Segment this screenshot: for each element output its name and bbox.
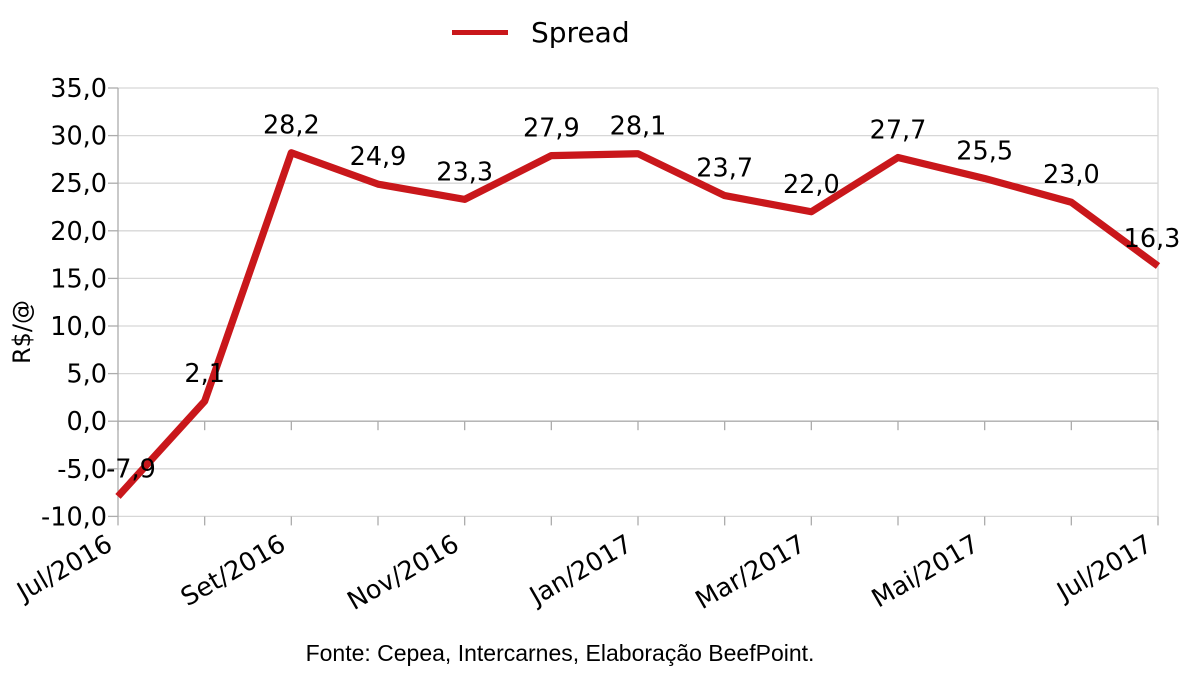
legend: Spread [452, 14, 630, 50]
data-label: 25,5 [956, 136, 1013, 166]
x-tick-label: Jan/2017 [523, 529, 637, 612]
x-tick-label: Nov/2016 [342, 529, 464, 617]
y-tick-label: 25,0 [50, 169, 107, 199]
data-label: 28,1 [610, 112, 667, 142]
data-label: 23,0 [1043, 160, 1100, 190]
data-label: 22,0 [783, 170, 840, 200]
x-axis-tick-labels: Jul/2016 Set/2016 Nov/2016 Jan/2017 Mar/2017… [10, 529, 1157, 617]
y-axis-tick-labels: 35,0 30,0 25,0 20,0 15,0 10,0 5,0 0,0 -5,0 -10,0 [41, 74, 107, 532]
x-tick-label: Set/2016 [176, 529, 291, 613]
y-tick-label: 5,0 [66, 360, 107, 390]
data-label: 16,3 [1124, 224, 1181, 254]
y-tick-label: 30,0 [50, 122, 107, 152]
legend-label: Spread [531, 15, 630, 49]
legend-line-swatch [452, 29, 508, 35]
y-tick-label: 15,0 [50, 264, 107, 294]
x-tick-label: Jul/2016 [10, 529, 117, 608]
y-tick-label: 35,0 [50, 74, 107, 104]
x-tick-label: Mar/2017 [691, 529, 811, 616]
data-label: -7,9 [106, 454, 156, 484]
data-labels: -7,9 2,1 28,2 24,9 23,3 27,9 28,1 23,7 22,0 27,7 2… [106, 111, 1180, 485]
data-label: 27,9 [523, 114, 580, 144]
axis-lines-and-ticks [108, 87, 1159, 526]
data-label: 23,3 [436, 157, 493, 187]
data-label: 23,7 [696, 154, 753, 184]
series-spread [115, 149, 1161, 499]
x-tick-label: Mai/2017 [867, 529, 984, 614]
y-tick-label: 20,0 [50, 217, 107, 247]
source-caption: Fonte: Cepea, Intercarnes, Elaboração Be… [305, 640, 815, 666]
y-tick-label: -10,0 [41, 502, 107, 532]
data-label: 27,7 [870, 115, 927, 145]
x-tick-label: Jul/2017 [1050, 529, 1157, 608]
y-tick-label: 10,0 [50, 312, 107, 342]
data-label: 2,1 [184, 359, 225, 389]
data-label: 28,2 [263, 111, 320, 141]
y-tick-label: -5,0 [57, 455, 107, 485]
y-tick-label: 0,0 [66, 407, 107, 437]
y-axis-title: R$/@ [8, 300, 36, 364]
spread-line [115, 149, 1161, 499]
data-label: 24,9 [350, 142, 407, 172]
